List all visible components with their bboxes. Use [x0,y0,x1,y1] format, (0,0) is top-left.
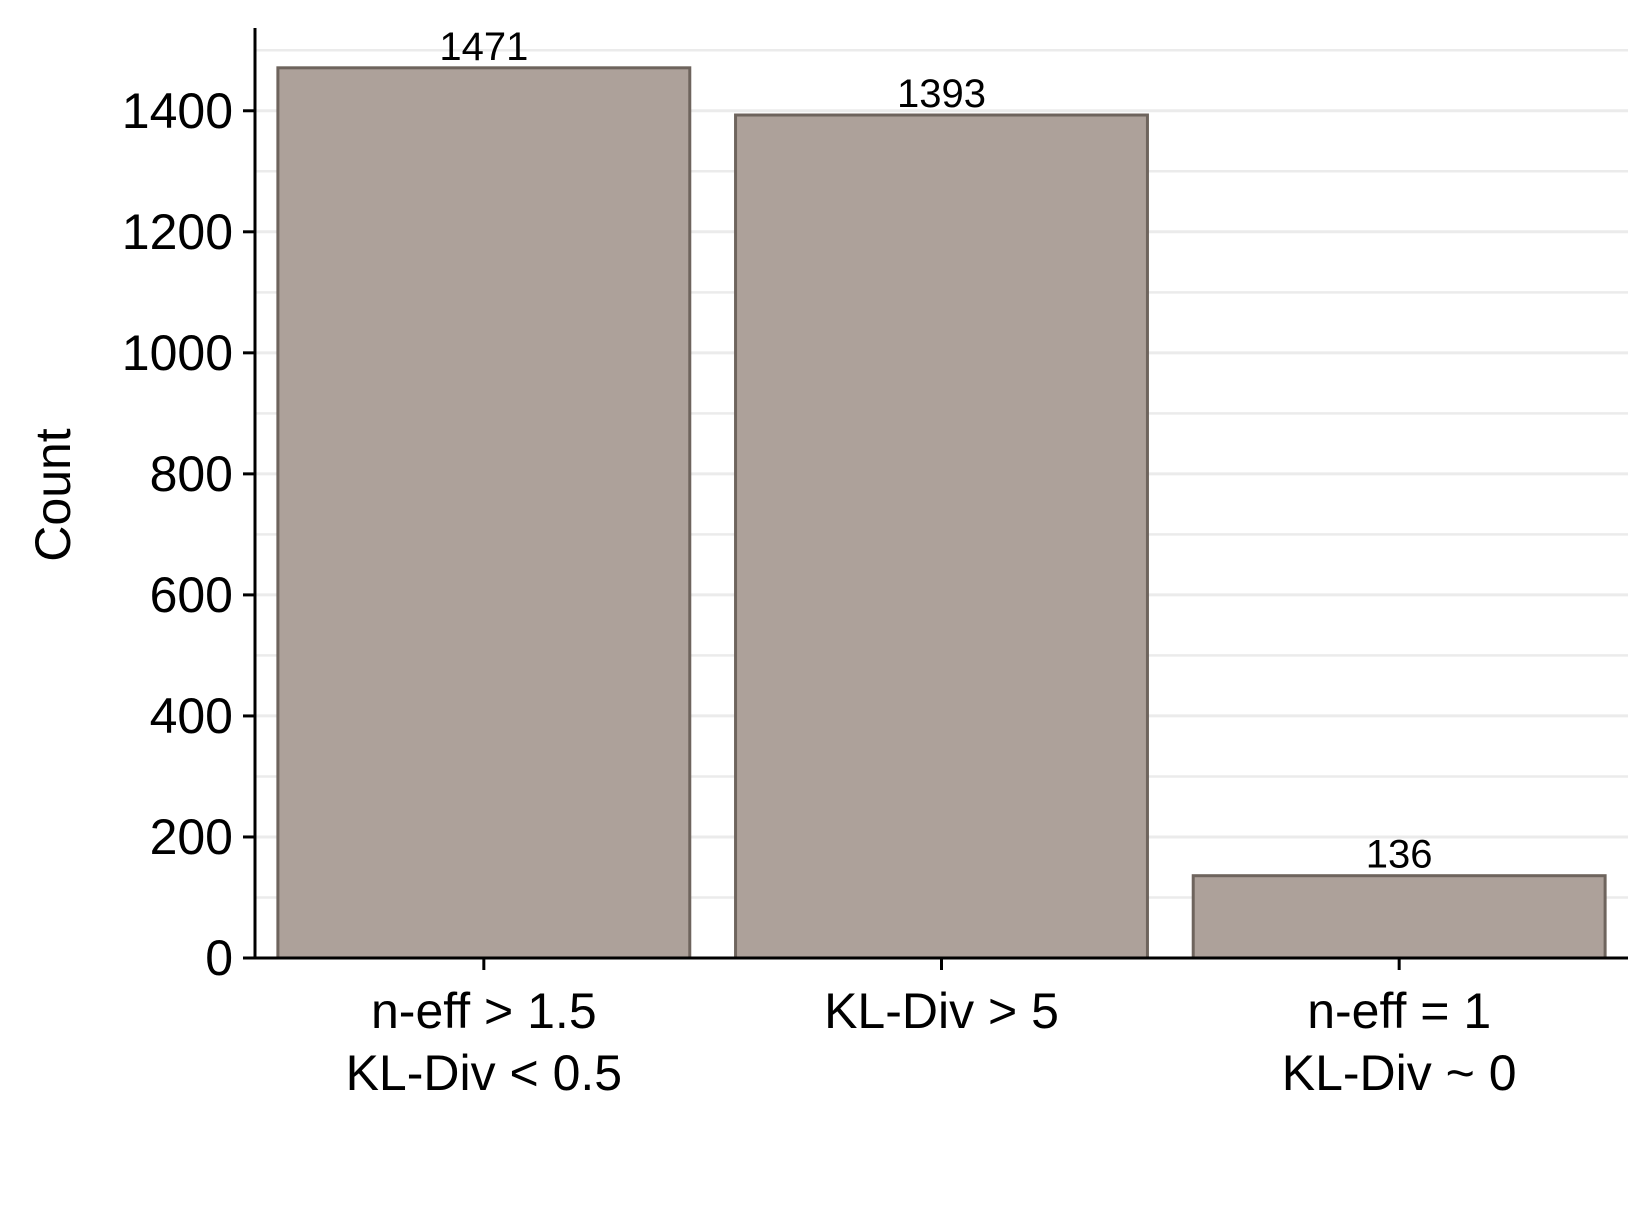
bars [276,66,1607,960]
x-tick-label-line: KL-Div ~ 0 [1282,1045,1517,1101]
y-axis-title: Count [25,428,81,562]
y-tick-label: 1000 [122,325,233,381]
bar [734,113,1149,960]
data-label: 1471 [439,25,528,69]
bar [1191,874,1607,960]
x-tick-label-line: n-eff > 1.5 [371,983,597,1039]
y-tick-label: 800 [150,446,233,502]
x-tick-label-line: KL-Div > 5 [824,983,1059,1039]
x-tick-label: n-eff > 1.5 KL-Div < 0.5 [346,983,623,1101]
x-tick-label-line: n-eff = 1 [1307,983,1491,1039]
x-tick-label: n-eff = 1 KL-Div ~ 0 [1282,983,1517,1101]
y-tick-label: 1200 [122,204,233,260]
x-tick-label: KL-Div > 5 [824,983,1059,1039]
y-tick-label: 0 [205,930,233,986]
bar [276,66,692,960]
labels: 1471 n-eff > 1.5 KL-Div < 0.5 1393 KL-Div > … [122,25,1517,1101]
axes [243,28,1628,970]
y-tick-label: 200 [150,809,233,865]
y-tick-label: 400 [150,688,233,744]
data-label: 136 [1366,833,1433,877]
y-tick-label: 1400 [122,83,233,139]
data-label: 1393 [897,72,986,116]
x-tick-label-line: KL-Div < 0.5 [346,1045,623,1101]
y-tick-label: 600 [150,567,233,623]
